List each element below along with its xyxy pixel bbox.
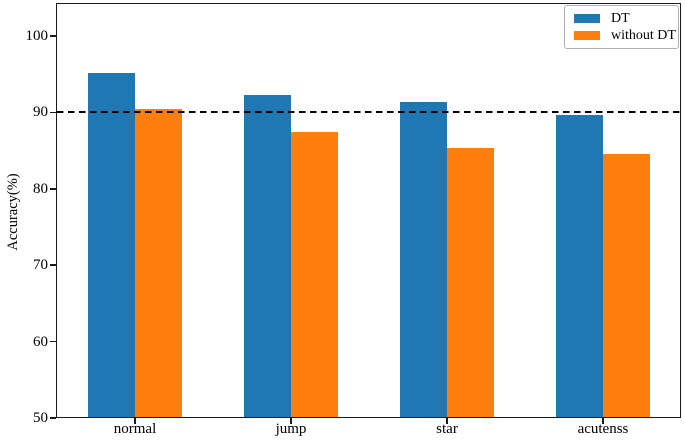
- reference-line-90: [57, 111, 681, 114]
- y-tick-mark: [50, 188, 56, 190]
- y-axis-title: Accuracy(%): [5, 173, 21, 251]
- legend: DT without DT: [564, 5, 679, 49]
- x-tick-label-jump: jump: [275, 421, 307, 437]
- bar-dt-star: [400, 101, 447, 417]
- x-tick-mark: [134, 418, 136, 424]
- y-tick-mark: [50, 35, 56, 37]
- y-tick-mark: [50, 417, 56, 419]
- x-tick-mark: [602, 418, 604, 424]
- y-tick-label: 80: [33, 180, 48, 197]
- bar-without-dt-normal: [135, 109, 182, 417]
- x-tick-mark: [446, 418, 448, 424]
- legend-item-dt: DT: [574, 11, 670, 26]
- legend-swatch-dt: [574, 14, 600, 23]
- y-tick-label: 100: [25, 28, 49, 45]
- y-tick-mark: [50, 111, 56, 114]
- legend-label-without-dt: without DT: [611, 28, 676, 43]
- legend-swatch-without-dt: [574, 31, 600, 40]
- y-tick-label: 60: [33, 333, 48, 350]
- bar-without-dt-acutenss: [603, 154, 650, 417]
- y-tick-label: 70: [33, 257, 48, 274]
- bar-without-dt-jump: [291, 132, 338, 417]
- y-tick-label: 90: [33, 104, 48, 121]
- y-tick-mark: [50, 264, 56, 266]
- x-tick-label-acutenss: acutenss: [577, 421, 629, 437]
- legend-item-without-dt: without DT: [574, 28, 676, 43]
- bar-dt-jump: [244, 94, 291, 417]
- x-tick-mark: [290, 418, 292, 424]
- bar-dt-normal: [88, 72, 135, 417]
- legend-label-dt: DT: [611, 11, 630, 26]
- bar-without-dt-star: [447, 147, 494, 417]
- y-tick-mark: [50, 340, 56, 343]
- bar-dt-acutenss: [556, 114, 603, 417]
- x-tick-label-star: star: [436, 421, 458, 437]
- y-tick-label: 50: [33, 410, 48, 426]
- x-tick-label-normal: normal: [113, 421, 157, 437]
